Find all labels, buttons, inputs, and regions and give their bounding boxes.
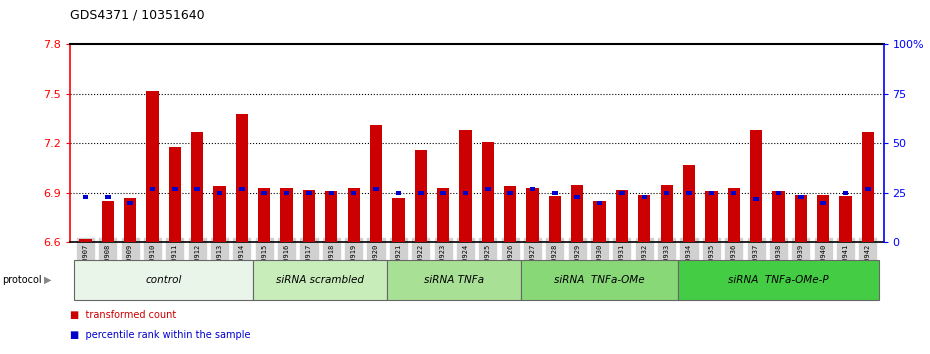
Bar <box>485 187 490 191</box>
Bar <box>281 188 293 242</box>
Bar <box>328 191 334 195</box>
Bar <box>482 142 494 242</box>
Bar <box>418 191 423 195</box>
FancyBboxPatch shape <box>522 260 678 300</box>
Bar <box>575 195 580 199</box>
Bar <box>753 197 759 201</box>
Bar <box>373 187 379 191</box>
Bar <box>638 195 650 242</box>
Text: siRNA scrambled: siRNA scrambled <box>276 275 365 285</box>
Bar <box>731 191 737 195</box>
Bar <box>463 191 468 195</box>
Bar <box>124 198 137 242</box>
Bar <box>686 191 692 195</box>
Bar <box>261 191 267 195</box>
Text: siRNA TNFa: siRNA TNFa <box>424 275 485 285</box>
Bar <box>709 191 714 195</box>
Bar <box>597 201 603 205</box>
Bar <box>150 187 155 191</box>
Bar <box>348 188 360 242</box>
Text: GDS4371 / 10351640: GDS4371 / 10351640 <box>70 9 205 22</box>
Bar <box>616 190 628 242</box>
Bar <box>552 191 558 195</box>
Bar <box>727 188 740 242</box>
FancyBboxPatch shape <box>74 260 253 300</box>
Bar <box>370 125 382 242</box>
Bar <box>862 132 874 242</box>
Bar <box>101 201 113 242</box>
FancyBboxPatch shape <box>387 260 522 300</box>
Bar <box>683 165 695 242</box>
Bar <box>571 185 583 242</box>
Bar <box>798 195 804 199</box>
Bar <box>504 186 516 242</box>
Bar <box>865 187 870 191</box>
Bar <box>191 132 204 242</box>
Bar <box>239 187 245 191</box>
Bar <box>395 191 401 195</box>
Bar <box>303 190 315 242</box>
Bar <box>437 188 449 242</box>
Bar <box>213 186 226 242</box>
Text: siRNA  TNFa-OMe-P: siRNA TNFa-OMe-P <box>728 275 829 285</box>
Text: ▶: ▶ <box>44 275 51 285</box>
Bar <box>843 191 848 195</box>
Bar <box>415 150 427 242</box>
Bar <box>459 130 472 242</box>
Bar <box>664 191 670 195</box>
Bar <box>705 191 718 242</box>
Bar <box>79 239 91 242</box>
Bar <box>392 198 405 242</box>
Bar <box>194 187 200 191</box>
Bar <box>168 147 181 242</box>
Bar <box>660 185 672 242</box>
Bar <box>217 191 222 195</box>
Bar <box>772 191 785 242</box>
Bar <box>549 196 561 242</box>
Bar <box>526 188 538 242</box>
Bar <box>642 195 647 199</box>
Bar <box>306 191 312 195</box>
Bar <box>619 191 625 195</box>
Bar <box>235 114 248 242</box>
Bar <box>776 191 781 195</box>
Bar <box>259 188 271 242</box>
Text: ■  transformed count: ■ transformed count <box>70 310 176 320</box>
Bar <box>105 195 111 199</box>
Text: control: control <box>145 275 182 285</box>
Bar <box>750 130 763 242</box>
Bar <box>351 191 356 195</box>
Bar <box>794 195 807 242</box>
FancyBboxPatch shape <box>253 260 387 300</box>
Bar <box>530 187 536 191</box>
Bar <box>508 191 513 195</box>
FancyBboxPatch shape <box>678 260 879 300</box>
Bar <box>440 191 445 195</box>
Bar <box>127 201 133 205</box>
Bar <box>284 191 289 195</box>
Bar <box>326 191 338 242</box>
Bar <box>146 91 159 242</box>
Bar <box>172 187 178 191</box>
Text: protocol: protocol <box>2 275 42 285</box>
Bar <box>820 201 826 205</box>
Text: siRNA  TNFa-OMe: siRNA TNFa-OMe <box>554 275 644 285</box>
Bar <box>817 195 830 242</box>
Bar <box>593 201 605 242</box>
Bar <box>83 195 88 199</box>
Bar <box>840 196 852 242</box>
Text: ■  percentile rank within the sample: ■ percentile rank within the sample <box>70 330 250 340</box>
